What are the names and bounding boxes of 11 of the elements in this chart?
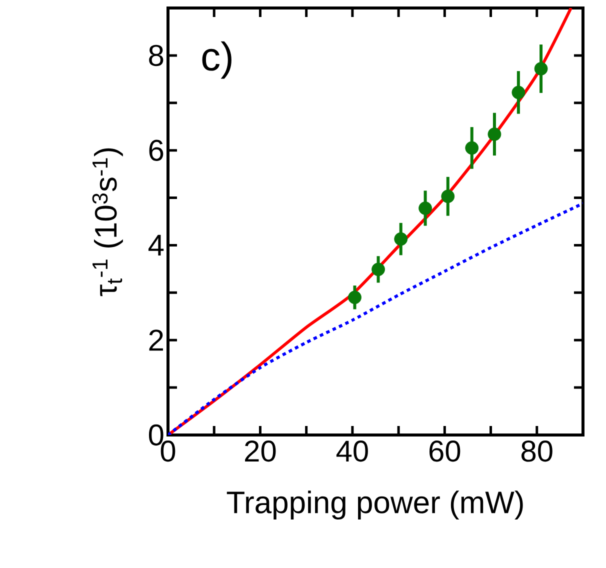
x-axis-title: Trapping power (mW) (226, 490, 523, 520)
y-tick-label: 2 (149, 330, 163, 351)
x-tick-label: 40 (336, 440, 368, 462)
y-tick-label: 6 (149, 140, 164, 161)
y-tick-label: 4 (148, 234, 164, 256)
y-tick-label: 8 (149, 44, 164, 66)
x-tick-label: 80 (522, 440, 552, 462)
x-tick-label: 20 (245, 440, 276, 462)
annotation: c) (202, 41, 232, 79)
y-axis-title: τ$_{t}$$^{-1}$ (10$^{3}$s$^{-1}$) (92, 148, 123, 296)
x-tick-label: 60 (430, 440, 460, 462)
